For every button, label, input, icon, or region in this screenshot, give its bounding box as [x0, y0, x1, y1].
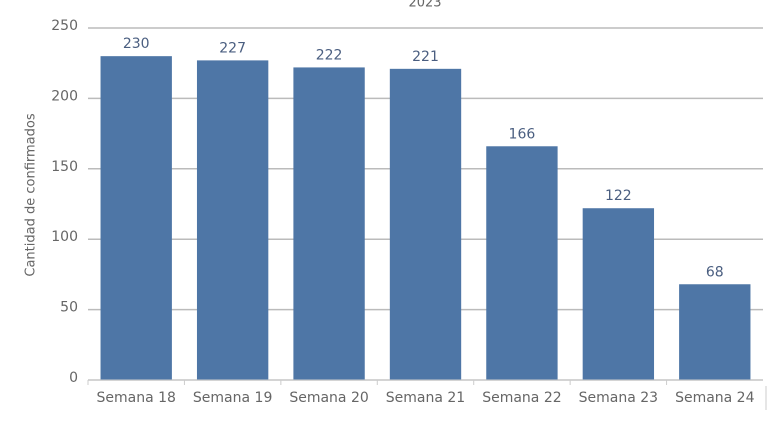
x-tick-label: Semana 20: [289, 390, 368, 406]
bar: [293, 67, 365, 380]
y-tick-label: 0: [69, 370, 78, 386]
y-tick-label: 100: [51, 229, 78, 245]
value-label: 230: [123, 36, 150, 52]
chart-title: 2023: [408, 0, 441, 11]
value-label: 122: [605, 188, 632, 204]
value-label: 68: [706, 264, 724, 280]
bar: [486, 146, 558, 380]
y-tick-label: 50: [60, 300, 78, 316]
value-label: 227: [219, 40, 246, 56]
bar: [679, 284, 751, 380]
y-tick-label: 150: [51, 159, 78, 175]
value-label: 221: [412, 49, 439, 65]
x-tick-label: Semana 18: [96, 390, 175, 406]
x-tick-label: Semana 21: [386, 390, 465, 406]
x-tick-label: Semana 22: [482, 390, 561, 406]
bar: [100, 56, 172, 380]
bar: [389, 68, 462, 380]
bar: [196, 60, 269, 380]
bar: [582, 208, 655, 380]
x-tick-label: Semana 24: [675, 390, 755, 406]
x-tick-label: Semana 23: [579, 390, 658, 406]
value-label: 166: [509, 126, 536, 142]
y-axis-label: Cantidad de confirmados: [24, 113, 39, 276]
value-label: 222: [316, 47, 343, 63]
y-tick-label: 200: [51, 88, 78, 104]
y-tick-label: 250: [51, 18, 78, 34]
x-tick-label: Semana 19: [193, 390, 272, 406]
